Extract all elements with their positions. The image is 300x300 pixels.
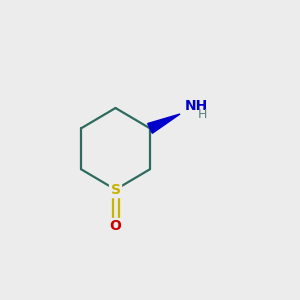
Text: H: H (198, 108, 207, 121)
Polygon shape (148, 114, 180, 133)
Text: S: S (110, 183, 121, 196)
Text: NH: NH (184, 99, 208, 112)
Text: O: O (110, 220, 122, 233)
